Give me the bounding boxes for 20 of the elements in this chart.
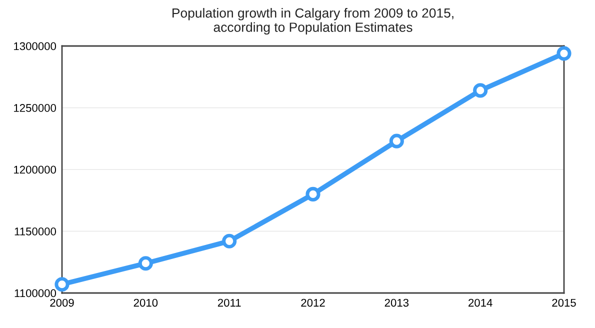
chart-title: Population growth in Calgary from 2009 to 2015, according to Population Estimates (172, 8, 454, 35)
x-tick-label: 2015 (552, 298, 576, 307)
x-tick-label: 2010 (134, 298, 158, 307)
y-tick-label: 1150000 (14, 228, 56, 236)
x-tick-label: 2013 (384, 298, 409, 307)
x-tick-label: 2012 (301, 298, 325, 307)
point (138, 256, 153, 271)
y-tick-label: 1200000 (14, 166, 56, 174)
point (222, 234, 237, 248)
point (54, 277, 70, 292)
y-tick-label: 1250000 (14, 104, 56, 112)
y-tick-label: 1300000 (14, 42, 56, 50)
y-tick-label: 1100000 (14, 289, 56, 298)
x-tick-label: 2011 (218, 298, 241, 307)
point (306, 186, 320, 202)
x-tick-label: 2014 (468, 298, 492, 307)
point (389, 134, 404, 148)
point (473, 83, 488, 98)
x-tick-label: 2009 (50, 298, 74, 307)
point (556, 46, 572, 61)
